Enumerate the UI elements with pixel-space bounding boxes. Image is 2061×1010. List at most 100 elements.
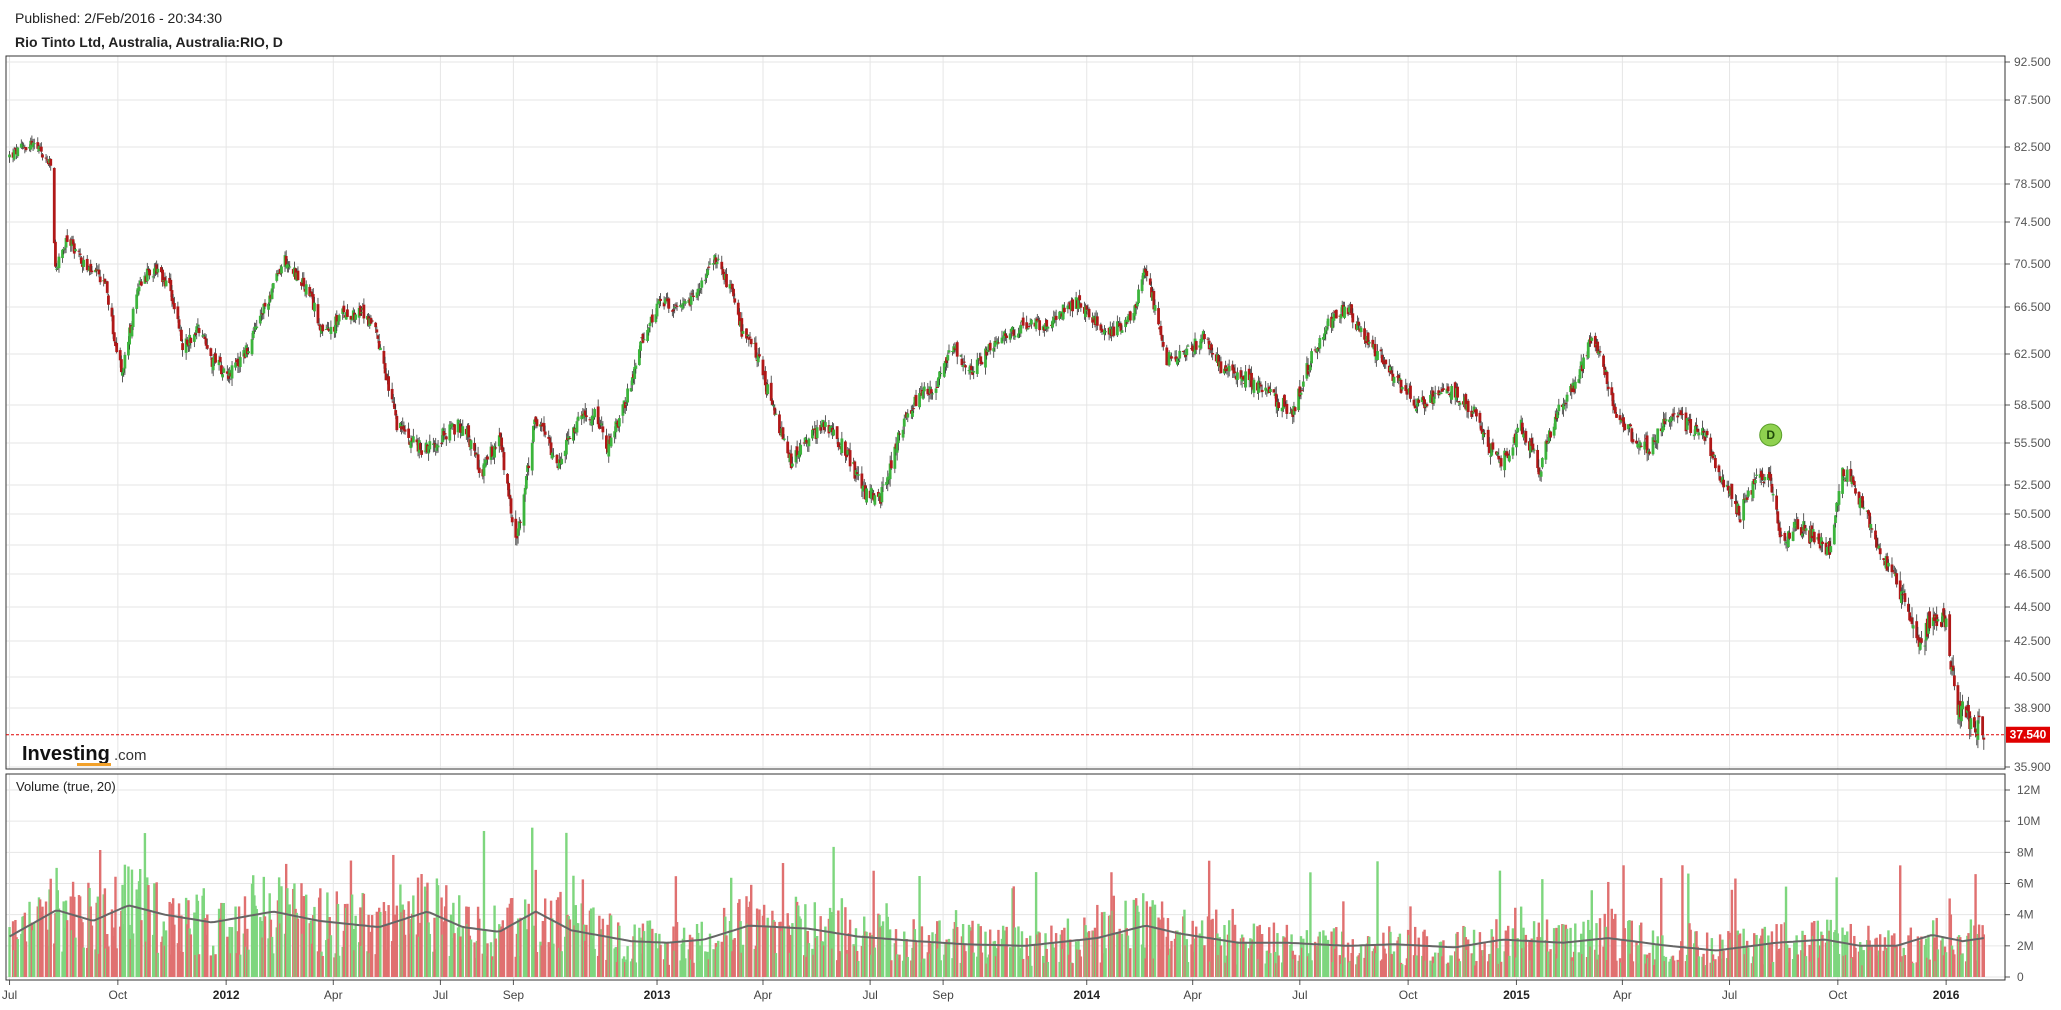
candle-body bbox=[1571, 382, 1575, 389]
candle-body bbox=[1835, 502, 1839, 512]
candle-body bbox=[1119, 323, 1123, 332]
volume-bar bbox=[98, 849, 102, 977]
volume-bar bbox=[1149, 906, 1152, 977]
candle-body bbox=[119, 359, 123, 373]
volume-bar bbox=[143, 833, 147, 977]
candle-body bbox=[1778, 527, 1782, 538]
candle-body bbox=[1746, 490, 1750, 497]
candle-body bbox=[1464, 394, 1468, 410]
volume-bar bbox=[1276, 933, 1279, 977]
candle-body bbox=[979, 356, 983, 365]
candle-body bbox=[922, 386, 926, 392]
candle-body bbox=[1025, 322, 1029, 330]
candle-body bbox=[1969, 718, 1973, 729]
volume-bar bbox=[1846, 931, 1849, 977]
candle-body bbox=[177, 319, 181, 329]
candle-body bbox=[886, 476, 890, 484]
candle-body bbox=[523, 487, 527, 495]
candle-body bbox=[1511, 447, 1515, 456]
candle-body bbox=[44, 157, 48, 159]
candle-body bbox=[1497, 455, 1501, 460]
price-tick-label: 66.500 bbox=[2014, 300, 2051, 314]
volume-bar bbox=[984, 931, 987, 977]
volume-bar bbox=[1017, 926, 1020, 977]
volume-bar bbox=[1516, 938, 1519, 977]
candle-body bbox=[1239, 370, 1243, 379]
price-tick-label: 52.500 bbox=[2014, 478, 2051, 492]
volume-bar bbox=[140, 920, 143, 977]
candle-body bbox=[1679, 410, 1683, 416]
candle-body bbox=[1769, 473, 1773, 481]
candle-body bbox=[112, 332, 116, 342]
volume-bar bbox=[1514, 907, 1517, 977]
volume-bar bbox=[1233, 924, 1237, 977]
logo-suffix: .com bbox=[114, 747, 147, 764]
candle-body bbox=[321, 324, 325, 332]
volume-bar bbox=[1607, 881, 1610, 977]
price-tick-label: 55.500 bbox=[2014, 436, 2051, 450]
candle-body bbox=[1232, 367, 1236, 374]
candle-body bbox=[815, 427, 819, 439]
candle-body bbox=[1573, 381, 1577, 389]
candle-body bbox=[1981, 716, 1985, 735]
candle-body bbox=[703, 279, 707, 281]
volume-bar bbox=[1258, 924, 1261, 977]
volume-bar bbox=[1153, 904, 1157, 977]
candle-body bbox=[1339, 314, 1343, 319]
volume-bar bbox=[1456, 931, 1459, 977]
volume-bar bbox=[559, 891, 562, 977]
volume-bar bbox=[96, 896, 100, 977]
candle-body bbox=[1875, 537, 1879, 548]
candle-body bbox=[548, 437, 552, 444]
volume-bar bbox=[1622, 865, 1625, 977]
candle-body bbox=[1078, 295, 1082, 301]
candle-body bbox=[476, 454, 480, 470]
volume-bar bbox=[1219, 945, 1223, 977]
volume-bar bbox=[1268, 927, 1271, 977]
candle-body bbox=[1712, 454, 1716, 456]
volume-bar bbox=[329, 935, 333, 977]
volume-bar bbox=[1549, 949, 1552, 977]
volume-tick-label: 4M bbox=[2017, 908, 2034, 922]
candle-body bbox=[467, 425, 471, 438]
candle-body bbox=[1206, 338, 1210, 340]
candle-body bbox=[456, 419, 460, 433]
volume-bar bbox=[319, 888, 322, 977]
candle-body bbox=[1466, 400, 1470, 413]
candle-body bbox=[1159, 325, 1163, 336]
candle-body bbox=[1544, 441, 1548, 460]
volume-bar bbox=[1472, 929, 1476, 977]
dividend-marker[interactable]: D bbox=[1759, 423, 1783, 447]
candle-body bbox=[1829, 546, 1833, 553]
candle-body bbox=[1685, 418, 1689, 430]
volume-bar bbox=[1969, 919, 1973, 977]
candle-body bbox=[82, 259, 86, 267]
candle-body bbox=[337, 315, 341, 322]
candle-body bbox=[838, 443, 841, 445]
volume-bar bbox=[1277, 955, 1280, 977]
candle-body bbox=[457, 420, 461, 422]
candle-body bbox=[21, 144, 24, 146]
volume-bar bbox=[222, 902, 225, 977]
candle-body bbox=[127, 341, 130, 356]
volume-bar bbox=[898, 954, 901, 977]
volume-bar bbox=[964, 951, 967, 977]
volume-bar bbox=[1499, 961, 1503, 977]
candle-body bbox=[993, 340, 997, 347]
candle-body bbox=[72, 243, 76, 254]
volume-bar bbox=[1145, 901, 1148, 977]
candle-body bbox=[1696, 428, 1700, 432]
candle-body bbox=[1516, 427, 1520, 433]
candle-body bbox=[881, 484, 885, 486]
volume-bar bbox=[1974, 874, 1977, 977]
volume-bar bbox=[1244, 941, 1247, 977]
candle-body bbox=[543, 431, 547, 435]
volume-bar bbox=[1738, 933, 1742, 977]
volume-bar bbox=[458, 895, 461, 977]
candle-body bbox=[261, 313, 265, 315]
volume-bar bbox=[197, 954, 201, 977]
candle-body bbox=[390, 388, 394, 400]
price-tick-label: 74.500 bbox=[2014, 215, 2051, 229]
volume-bar bbox=[511, 897, 514, 977]
